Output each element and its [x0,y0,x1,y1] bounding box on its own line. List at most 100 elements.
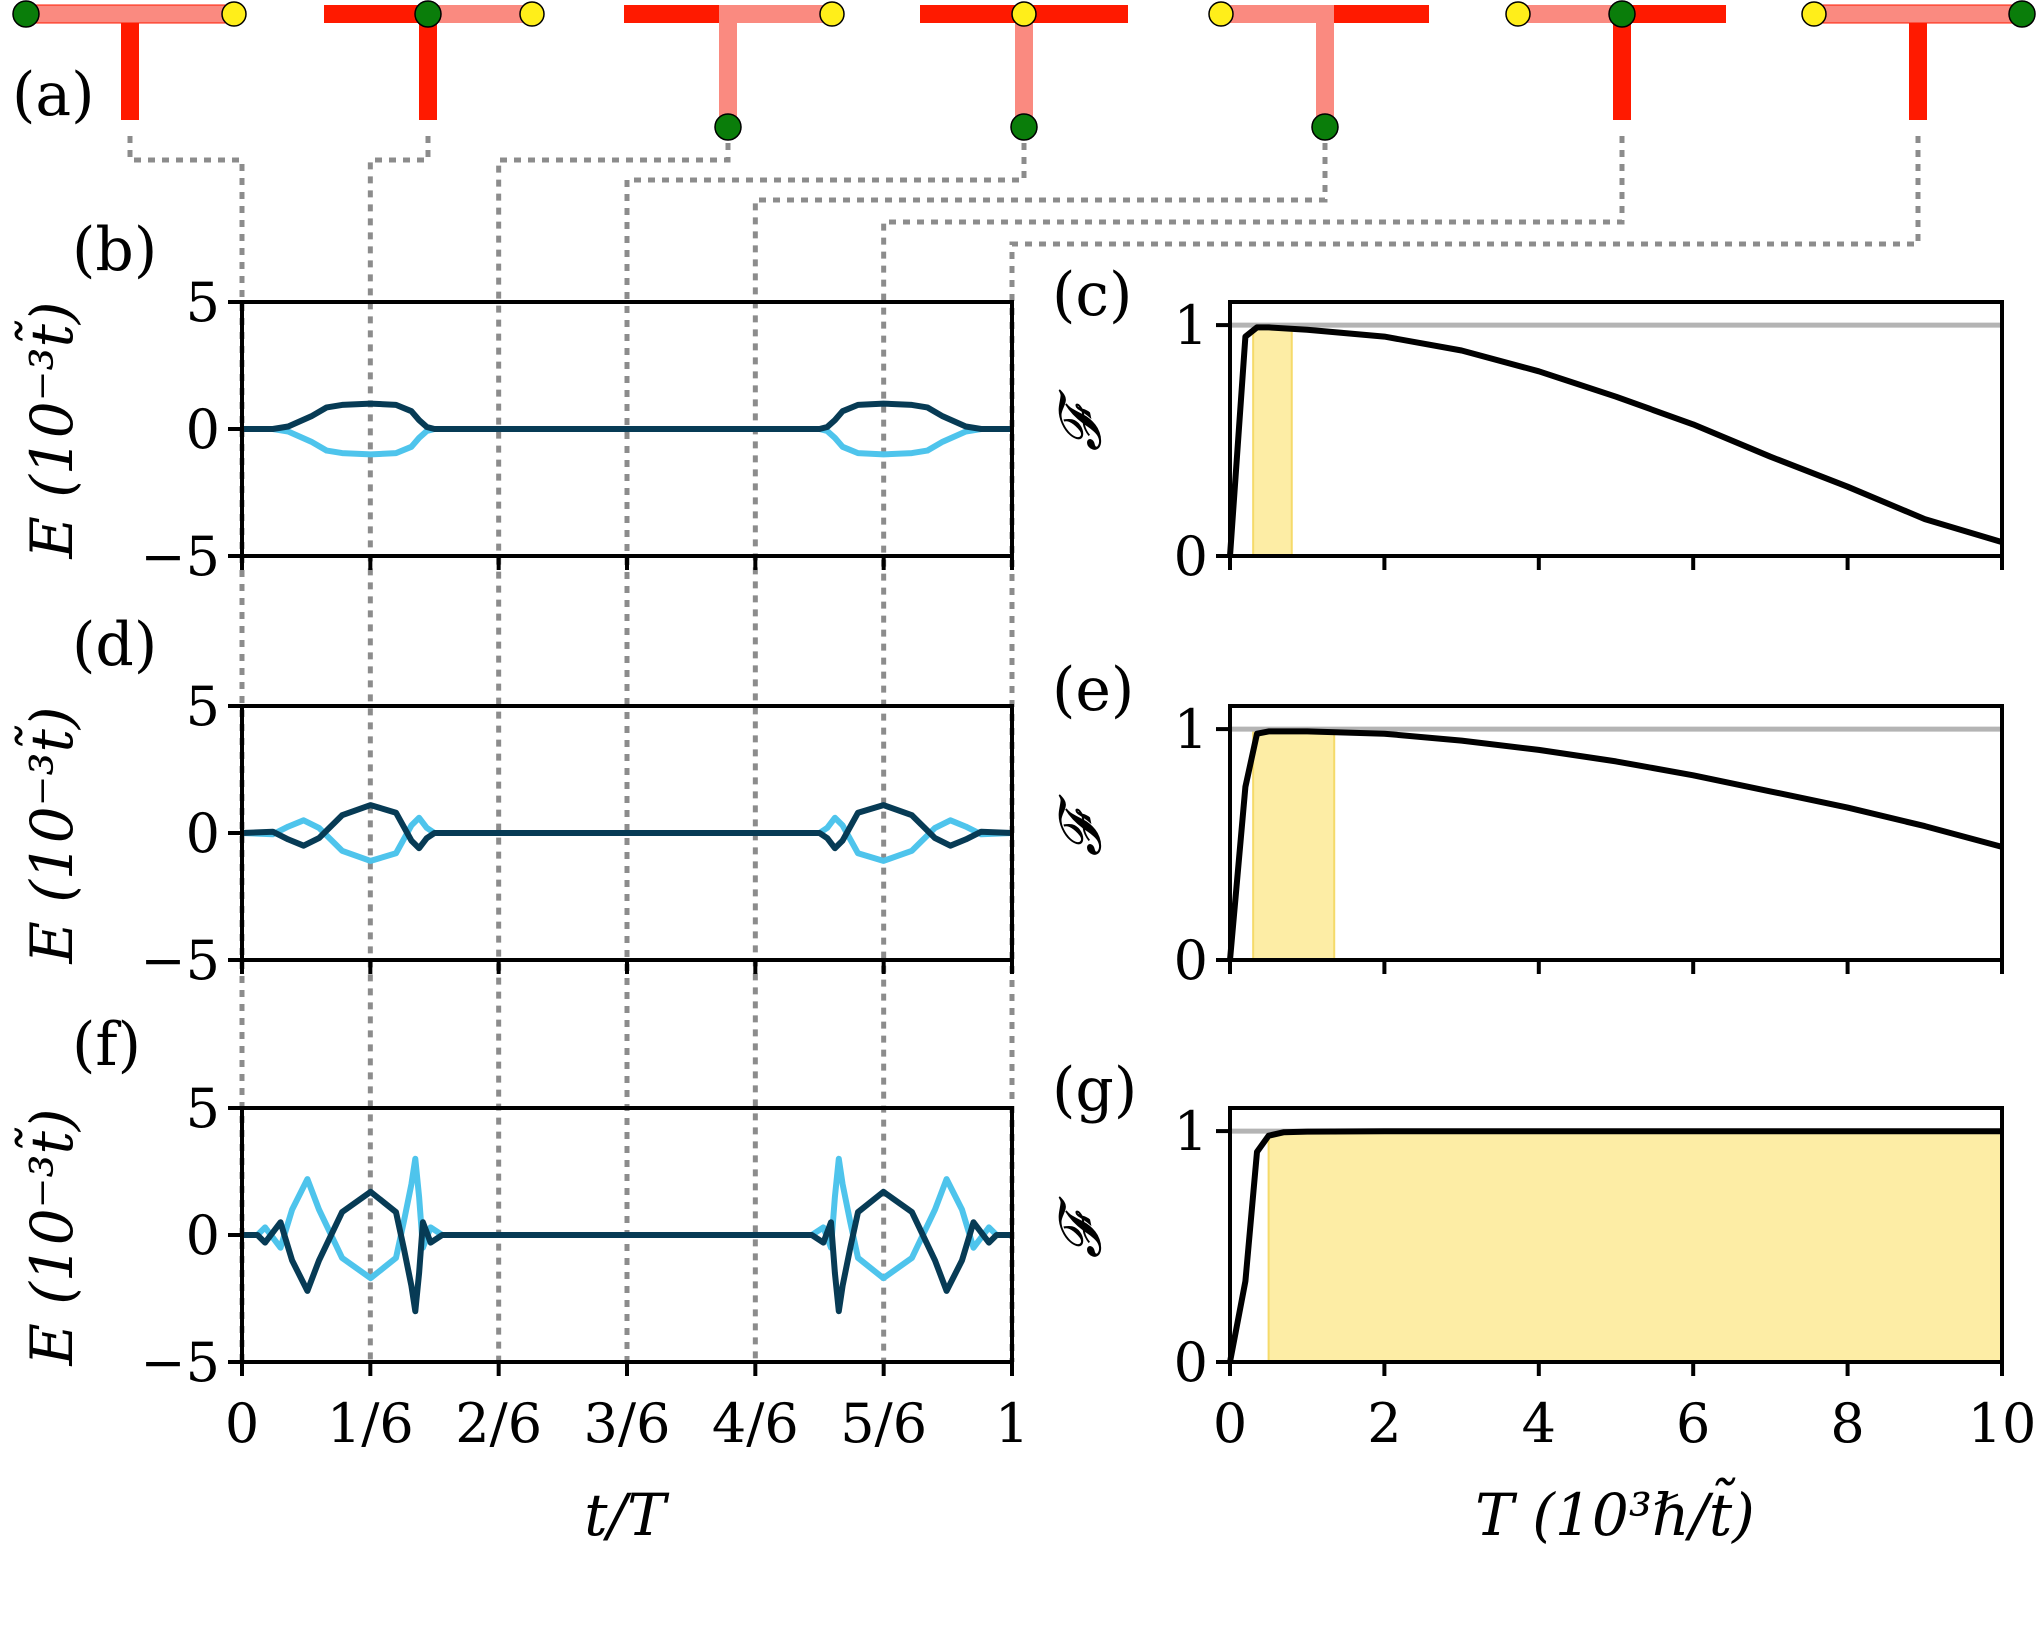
high-fidelity-region [1252,728,1336,961]
green-endpoint-marker [1010,113,1038,141]
active-segment [1221,5,1325,23]
green-endpoint-marker [1311,113,1339,141]
panel-label-e: (e) [1052,655,1134,725]
guide-line [881,136,1625,1362]
y-tick-label: 0 [186,1204,220,1267]
y-tick-label: 1 [1174,1100,1208,1163]
fidelity-panel: 010 2 4 6 8 10 [1174,1100,2037,1455]
y-tick-label: 1 [1174,698,1208,761]
x-tick-label: 1/6 [327,1392,414,1455]
yellow-endpoint-marker [221,1,247,27]
y-tick-label: −5 [140,525,220,588]
vertical-bar [121,14,139,120]
energy-y-axis-label-b: E (10⁻³t̃) [14,301,86,559]
y-tick-label: 5 [186,271,220,334]
energy-series-line [241,802,1013,852]
y-tick-label: 0 [1174,525,1208,588]
x-tick-label: 5/6 [840,1392,927,1455]
active-segment [728,5,832,23]
green-endpoint-marker [1608,0,1636,28]
energy-panel: −5 0 5 [140,271,1014,588]
x-tick-label: 8 [1830,1392,1864,1455]
yellow-endpoint-marker [1208,1,1234,27]
yellow-endpoint-marker [1011,1,1037,27]
fidelity-panel: 01 [1174,698,2004,992]
panel-label-c: (c) [1052,260,1132,330]
fidelity-y-axis-label-c: 𝓕 [1046,388,1114,451]
fidelity-series-line [1227,1128,2002,1363]
energy-panel: −5 0 5 [140,675,1014,992]
panel-label-f: (f) [72,1010,141,1080]
y-tick-label: 0 [1174,1331,1208,1394]
energy-series-line [242,1188,1012,1315]
junction-diagram [1801,0,2036,120]
energy-series-line [242,400,1012,432]
fidelity-axes-frame [1228,300,2004,558]
vertical-bar [1613,14,1631,120]
junction-diagram [12,0,247,120]
vertical-bar [419,14,437,120]
green-endpoint-marker [2008,0,2036,28]
panel-label-b: (b) [72,215,157,285]
yellow-endpoint-marker [1801,1,1827,27]
fidelity-axes-frame [1228,1106,2004,1364]
active-segment [719,5,737,127]
green-endpoint-marker [714,113,742,141]
fidelity-axes-frame [1228,704,2004,962]
junction-diagram [920,1,1128,141]
junction-diagram [1505,0,1726,120]
x-tick-label: 0 [1213,1392,1247,1455]
energy-y-axis-label-f: E (10⁻³t̃) [14,1108,86,1366]
green-endpoint-marker [414,0,442,28]
x-tick-label: 10 [1968,1392,2037,1455]
x-tick-label: 0 [225,1392,259,1455]
active-segment [1316,5,1334,127]
energy-y-axis-label-d: E (10⁻³t̃) [14,706,86,964]
x-tick-label: 2/6 [455,1392,542,1455]
active-segment [1813,4,2023,24]
y-tick-label: −5 [140,929,220,992]
vertical-bar [1909,14,1927,120]
x-tick-label: 6 [1676,1392,1710,1455]
y-tick-label: 1 [1174,294,1208,357]
x-tick-label: 1 [995,1392,1029,1455]
guide-line [624,143,1027,1362]
y-tick-label: 5 [186,1077,220,1140]
panel-labels: (a) (b) (c) (d) (e) (f) (g) [12,60,1137,1125]
y-tick-label: 0 [1174,929,1208,992]
fidelity-y-axis-label-g: 𝓕 [1046,1195,1114,1258]
fidelity-x-axis-label: T (10³ℏ/t̃) [1475,1477,1755,1549]
panel-label-d: (d) [72,610,157,680]
y-tick-label: −5 [140,1331,220,1394]
yellow-endpoint-marker [819,1,845,27]
junction-diagrams-row [12,0,2036,141]
y-tick-label: 5 [186,675,220,738]
guide-line [496,143,731,1362]
high-fidelity-region [1267,1130,2003,1364]
fidelity-series-line [1227,324,2003,557]
yellow-endpoint-marker [519,1,545,27]
x-tick-label: 4/6 [712,1392,799,1455]
guide-line [752,143,1328,1362]
panel-label-g: (g) [1052,1055,1137,1125]
green-endpoint-marker [12,0,40,28]
fidelity-series-line [1227,728,2003,961]
fidelity-y-axis-label-e: 𝓕 [1046,793,1114,856]
high-fidelity-region [1252,324,1293,557]
fidelity-panel: 01 [1174,294,2004,588]
y-tick-label: 0 [186,398,220,461]
energy-x-axis-label: t/T [584,1481,670,1549]
x-tick-label: 4 [1522,1392,1556,1455]
y-tick-label: 0 [186,802,220,865]
junction-diagram [1208,1,1429,141]
junction-diagram [324,0,545,120]
active-segment [428,5,532,23]
active-segment [25,4,235,24]
active-segment [1518,5,1622,23]
junction-diagram [624,1,845,141]
x-tick-label: 3/6 [584,1392,671,1455]
